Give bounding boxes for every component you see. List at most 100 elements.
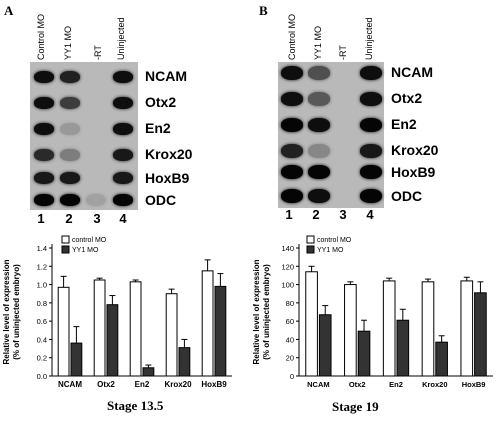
bar (93, 279, 106, 377)
bar (70, 342, 83, 377)
y-tick-label: 40 (286, 335, 294, 344)
gel-band (34, 123, 54, 135)
bar (57, 286, 70, 377)
panel-a-stage-label: Stage 13.5 (107, 398, 164, 413)
gel-band (86, 194, 106, 206)
y-tick-label: 1.0 (37, 281, 47, 290)
gel-band (113, 194, 133, 206)
gel-band (360, 144, 382, 158)
panel-b-gene-en2: En2 (391, 116, 417, 132)
panel-a-lane-label-uninjected: Uninjected (116, 17, 126, 60)
gel-band (113, 97, 133, 109)
legend-label: control MO (72, 237, 107, 244)
gel-band (360, 118, 382, 132)
legend-label: YY1 MO (317, 247, 344, 254)
panel-a-gene-odc: ODC (145, 192, 177, 208)
gel-band (34, 149, 54, 161)
legend-label: YY1 MO (72, 247, 99, 254)
gel-band (281, 189, 303, 203)
legend-swatch (61, 245, 70, 254)
panel-a-letter: A (4, 3, 14, 18)
panel-a-lane-number-2: 2 (65, 211, 73, 226)
panel-a-gene-en2: En2 (145, 120, 171, 136)
gel-band (281, 165, 303, 179)
panel-b-lane-label-rt: -RT (338, 45, 348, 60)
panel-b-lane-number-2: 2 (312, 207, 320, 222)
panel-b-lane-number-4: 4 (366, 207, 374, 222)
panel-a-lane-label-rt: -RT (93, 45, 103, 60)
panel-b-lane-label-yy1: YY1 MO (313, 25, 323, 60)
x-tick-label: En2 (135, 380, 150, 389)
panel-a-lane-label-yy1: YY1 MO (63, 25, 73, 60)
gel-band (360, 92, 382, 106)
gel-band (60, 97, 80, 109)
panel-b-gene-ncam: NCAM (391, 64, 433, 80)
bar (318, 314, 332, 377)
gel-band (34, 172, 54, 184)
y-tick-label: 1.2 (37, 262, 47, 271)
y-tick-label: 0 (290, 372, 294, 381)
bar (357, 330, 371, 377)
gel-band (60, 123, 80, 135)
y-tick-label: 80 (286, 299, 294, 308)
panel-a-lane-number-4: 4 (119, 211, 127, 226)
gel-band (308, 144, 330, 158)
x-tick-label: NCAM (307, 380, 330, 389)
bar (214, 285, 227, 377)
gel-band (281, 66, 303, 80)
y-tick-label: 0.2 (37, 354, 47, 363)
bar (474, 292, 487, 377)
panel-a-gene-hoxb9: HoxB9 (145, 170, 190, 186)
y-tick-label: 0.8 (37, 299, 47, 308)
x-tick-label: NCAM (58, 380, 82, 389)
gel-band (113, 149, 133, 161)
bar (106, 304, 119, 377)
gel-band (308, 92, 330, 106)
y-tick-label: 0.4 (37, 335, 47, 344)
gel-band (281, 118, 303, 132)
bar (344, 284, 357, 377)
panel-b-lane-label-uninjected: Uninjected (364, 17, 374, 60)
x-tick-label: Otx2 (97, 380, 115, 389)
y-tick-label: 20 (286, 354, 294, 363)
bar (142, 367, 155, 377)
bar (178, 347, 191, 377)
gel-band (360, 66, 382, 80)
y-axis-label: Relative level of expression (2, 259, 11, 364)
gel-band (60, 194, 80, 206)
x-tick-label: Krox20 (422, 380, 447, 389)
panel-b-stage-label: Stage 19 (332, 399, 379, 414)
gel-band (34, 71, 54, 83)
bar (435, 341, 448, 377)
gel-band (281, 92, 303, 106)
panel-b-lane-label-control: Control MO (287, 13, 297, 60)
panel-a-gene-krox20: Krox20 (145, 146, 193, 162)
y-axis-label: (% of uninjected embryo) (262, 264, 271, 360)
bar (382, 280, 396, 377)
panel-a-gel (30, 62, 138, 210)
y-axis-label: Relative level of expression (252, 259, 261, 364)
y-axis-label: (% of uninjected embryo) (12, 264, 21, 360)
gel-band (34, 97, 54, 109)
gel-band (113, 123, 133, 135)
panel-b-gene-krox20: Krox20 (391, 142, 439, 158)
y-tick-label: 60 (286, 317, 294, 326)
gel-band (308, 118, 330, 132)
bar (460, 280, 474, 377)
bar (396, 319, 410, 377)
x-tick-label: En2 (389, 380, 403, 389)
x-tick-label: Otx2 (349, 380, 366, 389)
gel-band (308, 66, 330, 80)
gel-band (60, 172, 80, 184)
gel-band (360, 165, 382, 179)
panel-b-gel (278, 62, 384, 208)
panel-a-gene-ncam: NCAM (145, 68, 187, 84)
y-tick-label: 0.0 (37, 372, 47, 381)
gel-band (360, 189, 382, 203)
gel-band (60, 149, 80, 161)
y-tick-label: 1.4 (37, 244, 47, 253)
panel-a-lane-label-control: Control MO (36, 13, 46, 60)
y-tick-label: 140 (281, 244, 294, 253)
gel-band (113, 71, 133, 83)
gel-band (281, 144, 303, 158)
